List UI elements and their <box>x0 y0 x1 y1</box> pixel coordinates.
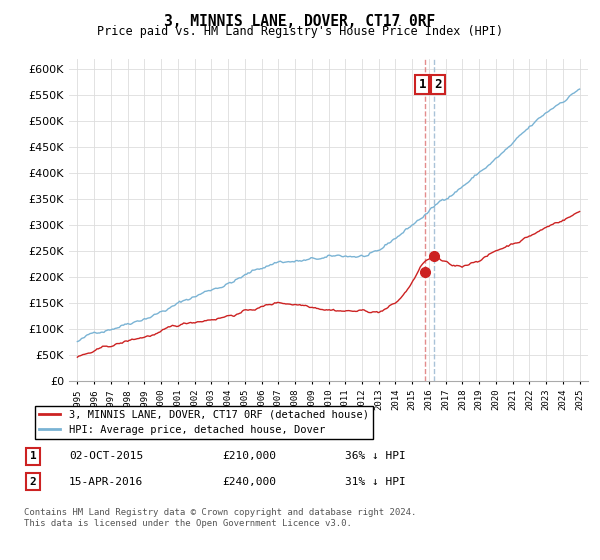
Text: Contains HM Land Registry data © Crown copyright and database right 2024.
This d: Contains HM Land Registry data © Crown c… <box>24 508 416 528</box>
Text: 1: 1 <box>29 451 37 461</box>
Legend: 3, MINNIS LANE, DOVER, CT17 0RF (detached house), HPI: Average price, detached h: 3, MINNIS LANE, DOVER, CT17 0RF (detache… <box>35 405 373 439</box>
Text: 1: 1 <box>419 78 426 91</box>
Text: £210,000: £210,000 <box>222 451 276 461</box>
Text: Price paid vs. HM Land Registry's House Price Index (HPI): Price paid vs. HM Land Registry's House … <box>97 25 503 38</box>
Text: £240,000: £240,000 <box>222 477 276 487</box>
Text: 02-OCT-2015: 02-OCT-2015 <box>69 451 143 461</box>
Text: 2: 2 <box>29 477 37 487</box>
Text: 36% ↓ HPI: 36% ↓ HPI <box>345 451 406 461</box>
Text: 2: 2 <box>434 78 442 91</box>
Text: 31% ↓ HPI: 31% ↓ HPI <box>345 477 406 487</box>
Text: 3, MINNIS LANE, DOVER, CT17 0RF: 3, MINNIS LANE, DOVER, CT17 0RF <box>164 14 436 29</box>
Text: 15-APR-2016: 15-APR-2016 <box>69 477 143 487</box>
